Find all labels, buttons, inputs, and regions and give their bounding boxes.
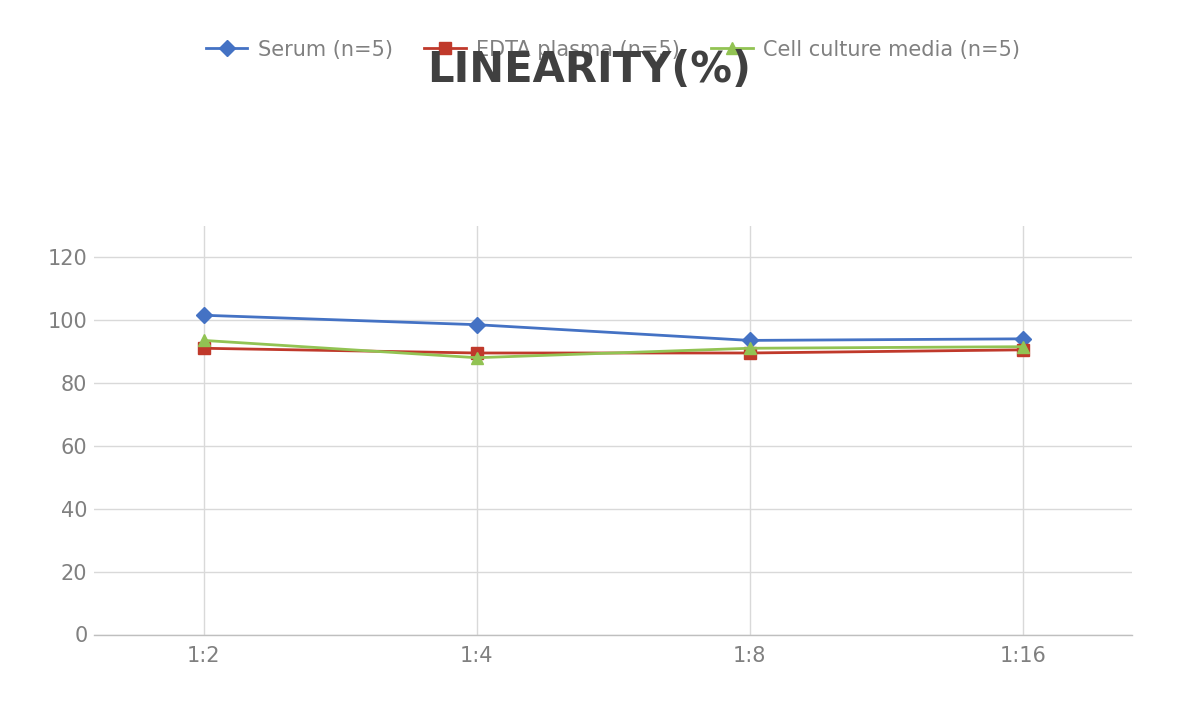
EDTA plasma (n=5) xyxy=(743,349,757,357)
EDTA plasma (n=5) xyxy=(469,349,483,357)
Line: EDTA plasma (n=5): EDTA plasma (n=5) xyxy=(198,343,1028,359)
Line: Serum (n=5): Serum (n=5) xyxy=(198,309,1028,346)
Serum (n=5) xyxy=(1015,335,1029,343)
Cell culture media (n=5) xyxy=(1015,343,1029,351)
Text: LINEARITY(%): LINEARITY(%) xyxy=(428,49,751,92)
Cell culture media (n=5) xyxy=(743,344,757,352)
EDTA plasma (n=5) xyxy=(197,344,211,352)
Serum (n=5) xyxy=(469,321,483,329)
Legend: Serum (n=5), EDTA plasma (n=5), Cell culture media (n=5): Serum (n=5), EDTA plasma (n=5), Cell cul… xyxy=(206,39,1020,60)
Cell culture media (n=5) xyxy=(197,336,211,345)
Serum (n=5) xyxy=(743,336,757,345)
Serum (n=5) xyxy=(197,311,211,319)
EDTA plasma (n=5) xyxy=(1015,345,1029,354)
Cell culture media (n=5) xyxy=(469,353,483,362)
Line: Cell culture media (n=5): Cell culture media (n=5) xyxy=(198,335,1028,363)
